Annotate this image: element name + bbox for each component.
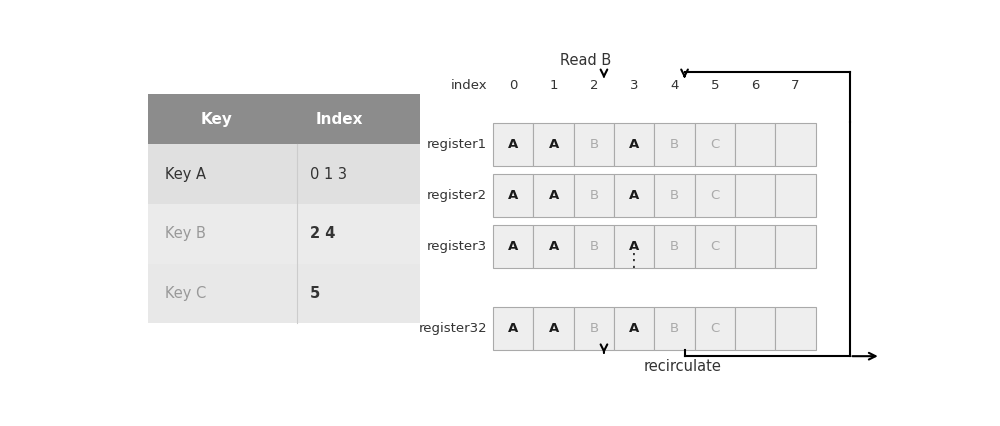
Text: B: B: [589, 189, 598, 202]
Text: A: A: [548, 189, 559, 202]
Text: register2: register2: [427, 189, 487, 202]
Bar: [574, 225, 614, 268]
Text: 5: 5: [711, 79, 719, 92]
Bar: [775, 123, 816, 166]
Bar: [775, 174, 816, 217]
Bar: [533, 174, 574, 217]
Text: Read B: Read B: [560, 53, 612, 69]
Text: 0 1 3: 0 1 3: [310, 167, 347, 181]
Text: 5: 5: [310, 286, 320, 301]
Bar: [654, 174, 695, 217]
Bar: [493, 123, 533, 166]
Text: A: A: [629, 189, 639, 202]
Text: B: B: [670, 189, 679, 202]
Bar: [148, 94, 420, 144]
Bar: [148, 264, 420, 323]
Text: recirculate: recirculate: [644, 359, 722, 374]
Bar: [533, 123, 574, 166]
Text: Index: Index: [316, 112, 363, 127]
Text: 6: 6: [751, 79, 759, 92]
Text: Key A: Key A: [165, 167, 206, 181]
Bar: [735, 123, 775, 166]
Text: A: A: [548, 138, 559, 151]
Text: 0: 0: [509, 79, 517, 92]
Bar: [148, 204, 420, 264]
Bar: [695, 307, 735, 350]
Text: index: index: [450, 79, 487, 92]
Bar: [533, 225, 574, 268]
Text: B: B: [589, 240, 598, 253]
Text: B: B: [670, 322, 679, 335]
Bar: [654, 123, 695, 166]
Text: A: A: [629, 138, 639, 151]
Text: A: A: [508, 240, 518, 253]
Text: A: A: [548, 322, 559, 335]
Text: A: A: [629, 240, 639, 253]
Bar: [735, 307, 775, 350]
Text: Key: Key: [200, 112, 232, 127]
Bar: [775, 307, 816, 350]
Bar: [614, 123, 654, 166]
Text: A: A: [508, 138, 518, 151]
Text: register32: register32: [418, 322, 487, 335]
Text: B: B: [670, 240, 679, 253]
Text: B: B: [670, 138, 679, 151]
Text: register1: register1: [427, 138, 487, 151]
Text: register3: register3: [427, 240, 487, 253]
Text: B: B: [589, 138, 598, 151]
Text: C: C: [710, 322, 719, 335]
Bar: [533, 307, 574, 350]
Bar: [574, 174, 614, 217]
Text: C: C: [710, 240, 719, 253]
Bar: [735, 174, 775, 217]
Text: B: B: [589, 322, 598, 335]
Bar: [614, 225, 654, 268]
Bar: [695, 123, 735, 166]
Text: 7: 7: [791, 79, 800, 92]
Text: A: A: [508, 322, 518, 335]
Bar: [654, 225, 695, 268]
Text: 2 4: 2 4: [310, 226, 335, 241]
Text: A: A: [548, 240, 559, 253]
Bar: [695, 225, 735, 268]
Bar: [148, 144, 420, 204]
Bar: [654, 307, 695, 350]
Bar: [735, 225, 775, 268]
Bar: [493, 174, 533, 217]
Text: Key B: Key B: [165, 226, 205, 241]
Bar: [493, 307, 533, 350]
Bar: [614, 174, 654, 217]
Text: ⋮: ⋮: [625, 252, 643, 270]
Text: A: A: [508, 189, 518, 202]
Bar: [775, 225, 816, 268]
Text: 2: 2: [590, 79, 598, 92]
Text: 4: 4: [670, 79, 679, 92]
Text: Key C: Key C: [165, 286, 206, 301]
Bar: [574, 307, 614, 350]
Text: C: C: [710, 138, 719, 151]
Text: C: C: [710, 189, 719, 202]
Bar: [574, 123, 614, 166]
Text: 1: 1: [549, 79, 558, 92]
Text: A: A: [629, 322, 639, 335]
Bar: [493, 225, 533, 268]
Bar: [614, 307, 654, 350]
Text: 3: 3: [630, 79, 638, 92]
Bar: [695, 174, 735, 217]
